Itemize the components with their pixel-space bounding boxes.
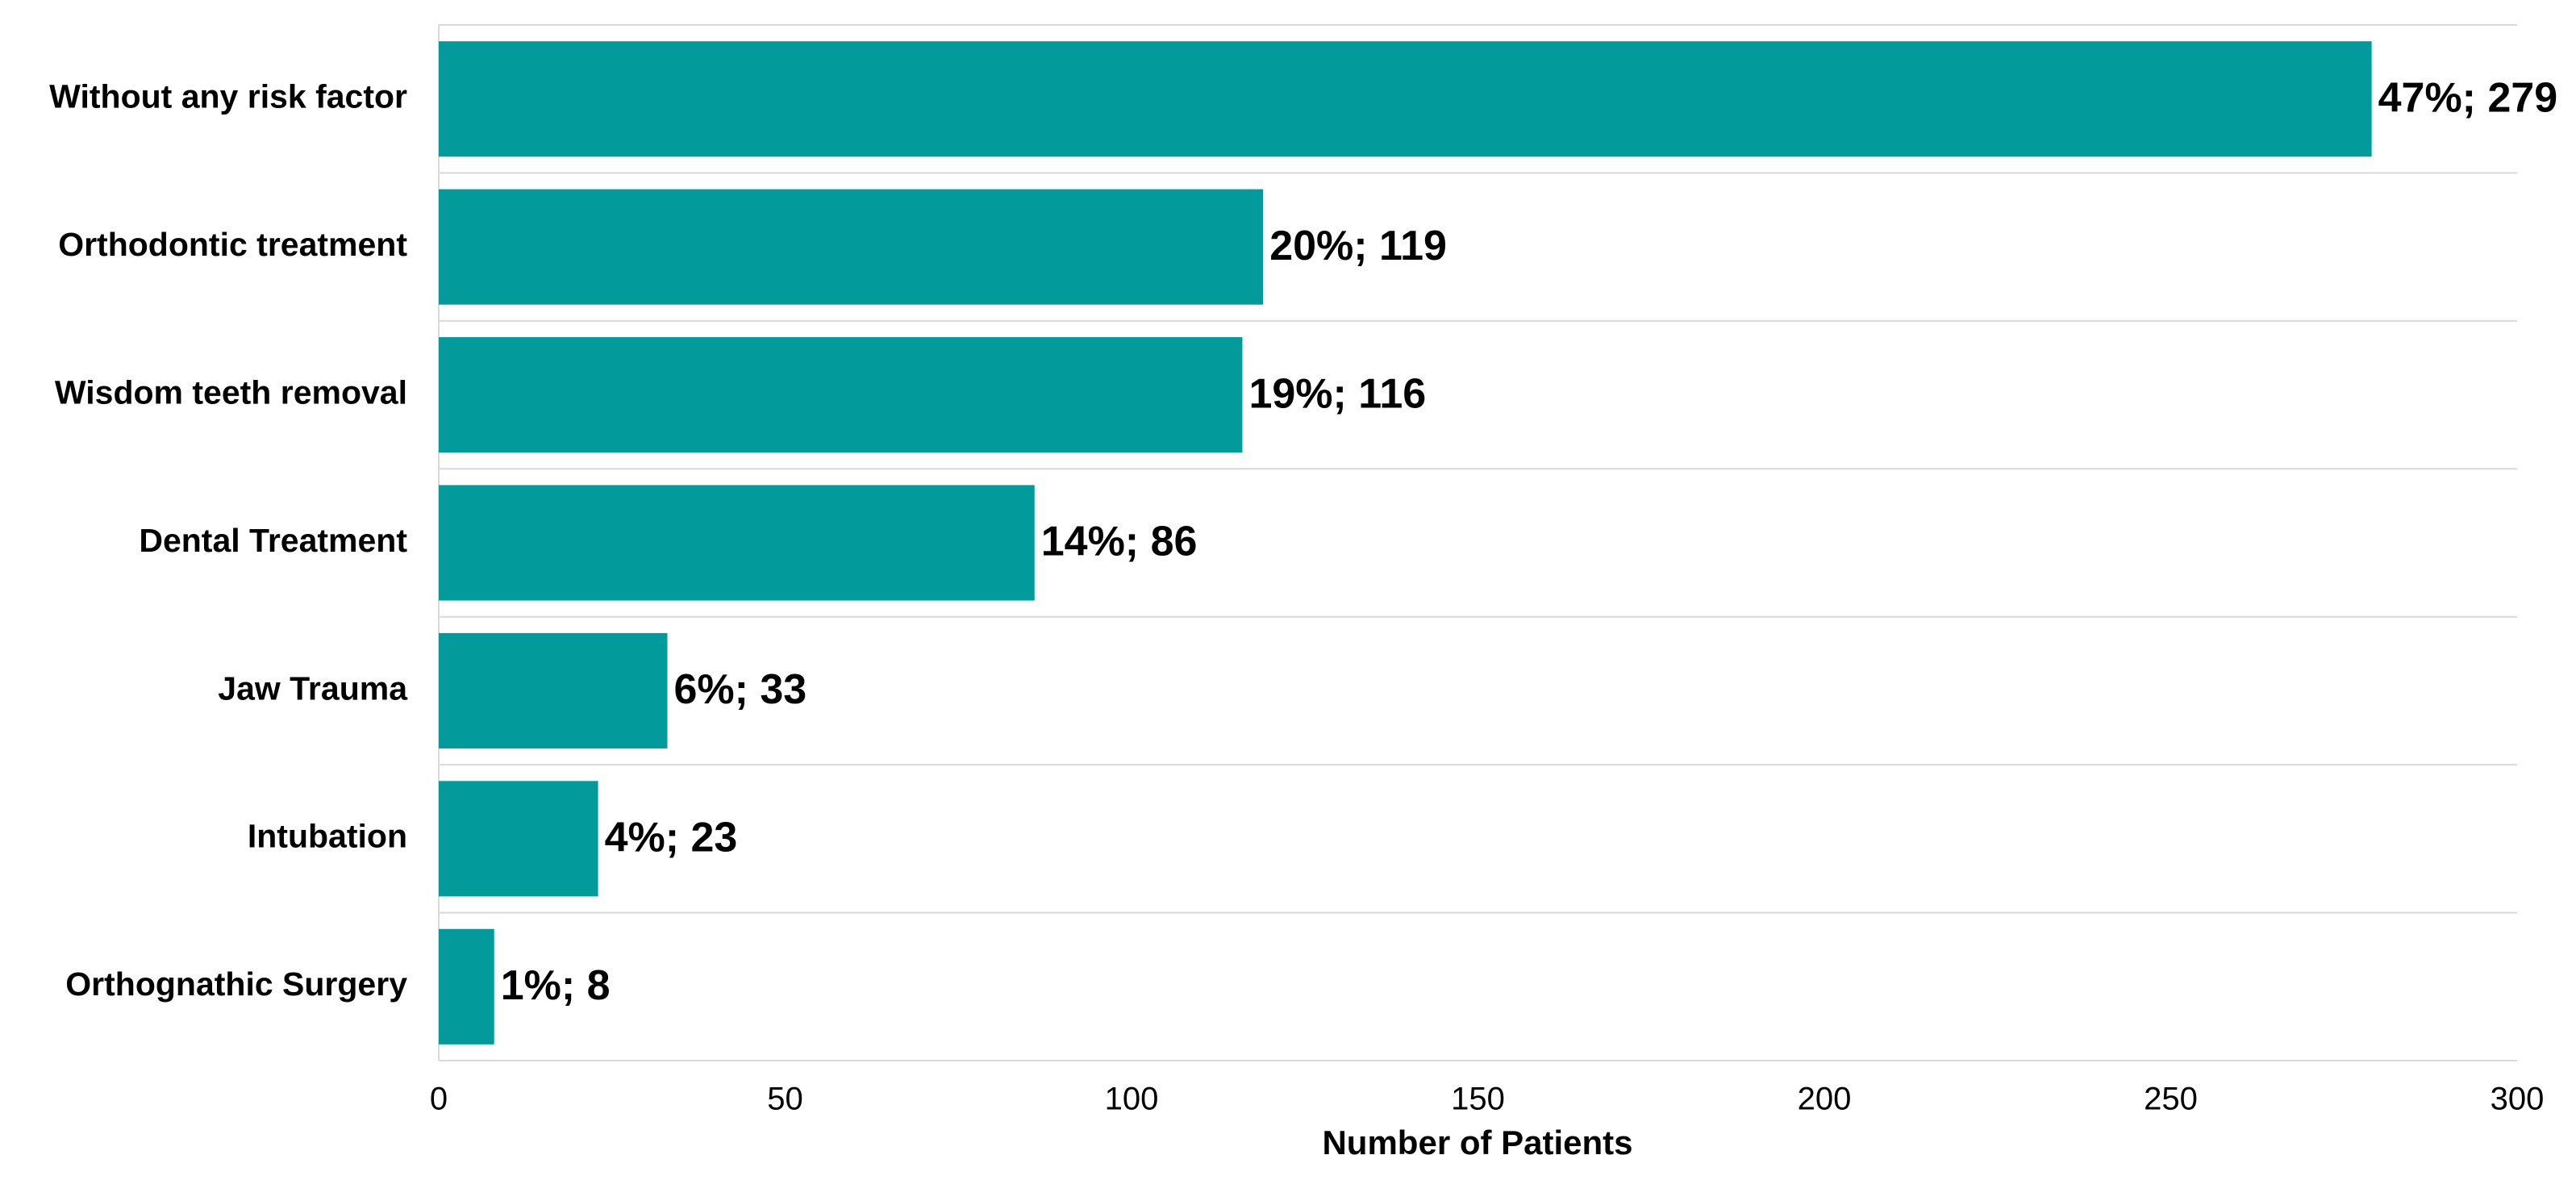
bar — [439, 781, 598, 897]
y-tick-label: Dental Treatment — [139, 522, 407, 559]
y-tick-label: Wisdom teeth removal — [55, 373, 407, 411]
bar — [439, 928, 494, 1044]
data-label: 47%; 279 — [2378, 74, 2558, 121]
x-tick-label: 0 — [430, 1082, 448, 1117]
y-tick-label: Orthognathic Surgery — [65, 965, 407, 1003]
x-tick-label: 300 — [2491, 1082, 2545, 1117]
x-tick-label: 100 — [1105, 1082, 1159, 1117]
data-label: 19%; 116 — [1248, 370, 1426, 417]
bar — [439, 41, 2372, 157]
x-tick-label: 200 — [1798, 1082, 1852, 1117]
data-label: 4%; 23 — [605, 815, 738, 861]
bar — [439, 632, 668, 748]
bar — [439, 485, 1035, 601]
y-tick-label: Without any risk factor — [49, 78, 407, 115]
x-axis-title: Number of Patients — [1322, 1124, 1632, 1161]
bar — [439, 337, 1243, 453]
x-tick-label: 250 — [2144, 1082, 2198, 1117]
y-tick-label: Orthodontic treatment — [58, 226, 407, 263]
data-label: 1%; 8 — [501, 962, 611, 1009]
bar — [439, 189, 1264, 305]
data-label: 20%; 119 — [1269, 223, 1447, 269]
y-tick-label: Jaw Trauma — [218, 669, 408, 707]
x-tick-label: 50 — [767, 1082, 803, 1117]
data-label: 14%; 86 — [1041, 519, 1198, 565]
data-label: 6%; 33 — [673, 666, 807, 713]
y-tick-label: Intubation — [248, 818, 407, 855]
x-tick-label: 150 — [1451, 1082, 1505, 1117]
